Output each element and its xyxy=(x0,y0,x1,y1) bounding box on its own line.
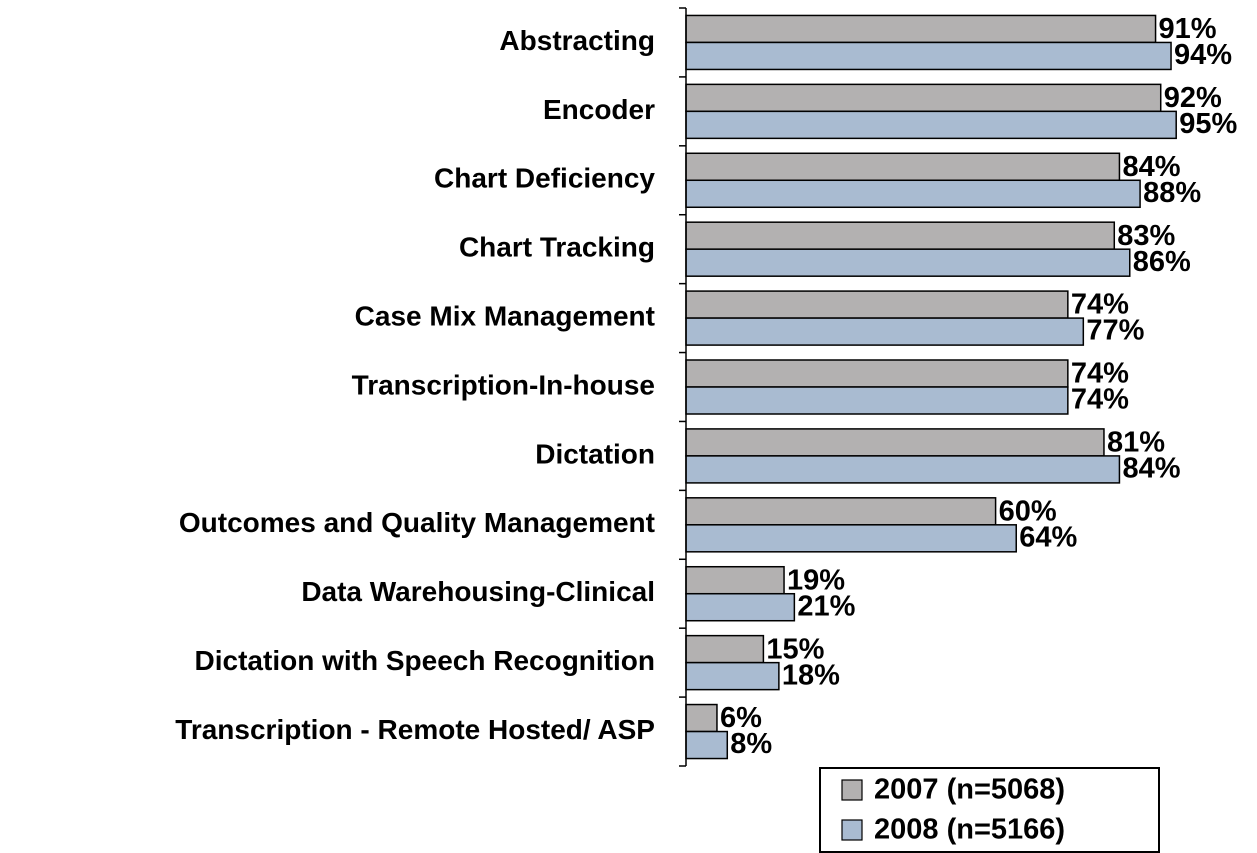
bar xyxy=(685,14,1157,44)
value-label: 21% xyxy=(797,590,855,622)
category-label: Outcomes and Quality Management xyxy=(179,507,655,538)
category-label: Dictation with Speech Recognition xyxy=(195,645,655,676)
category-label: Transcription - Remote Hosted/ ASP xyxy=(175,714,655,745)
bar xyxy=(685,41,1172,71)
bar xyxy=(685,592,796,622)
legend-box xyxy=(819,767,1160,853)
bar xyxy=(685,703,718,733)
value-label: 83% xyxy=(1117,220,1175,252)
category-label: Case Mix Management xyxy=(355,300,655,331)
value-label: 74% xyxy=(1071,289,1129,321)
value-label: 6% xyxy=(720,702,762,734)
value-label: 88% xyxy=(1143,177,1201,209)
bar xyxy=(685,110,1177,140)
bar xyxy=(685,565,785,595)
category-label: Encoder xyxy=(543,94,655,125)
value-label: 94% xyxy=(1174,39,1232,71)
bar xyxy=(685,179,1141,209)
value-label: 92% xyxy=(1164,82,1222,114)
bar xyxy=(685,221,1116,250)
value-label: 64% xyxy=(1019,521,1077,553)
value-label: 81% xyxy=(1107,427,1165,459)
bar xyxy=(685,83,1162,113)
bar xyxy=(685,730,729,760)
value-label: 91% xyxy=(1159,13,1217,45)
value-label: 60% xyxy=(999,495,1057,527)
bar xyxy=(685,634,765,664)
value-label: 77% xyxy=(1086,315,1144,347)
value-label: 84% xyxy=(1122,151,1180,183)
bar xyxy=(685,290,1069,319)
bar xyxy=(685,661,780,691)
category-label: Abstracting xyxy=(499,25,655,56)
bar xyxy=(685,317,1085,346)
value-label: 86% xyxy=(1133,246,1191,278)
bar xyxy=(685,152,1121,182)
value-label: 8% xyxy=(730,728,772,760)
bar xyxy=(685,524,1017,553)
category-label: Chart Deficiency xyxy=(434,163,655,194)
legend-swatch xyxy=(841,779,863,801)
value-label: 95% xyxy=(1179,108,1237,140)
category-label: Data Warehousing-Clinical xyxy=(301,576,655,607)
value-label: 19% xyxy=(787,564,845,596)
category-label: Transcription-In-house xyxy=(352,369,655,400)
bar xyxy=(685,455,1121,484)
value-label: 84% xyxy=(1122,453,1180,485)
legend-label: 2008 (n=5166) xyxy=(874,814,1065,846)
bar xyxy=(685,428,1105,457)
bar xyxy=(685,248,1131,277)
legend-label: 2007 (n=5068) xyxy=(874,774,1065,806)
value-label: 74% xyxy=(1071,384,1129,416)
value-label: 18% xyxy=(782,659,840,691)
category-label: Chart Tracking xyxy=(459,232,655,263)
value-label: 15% xyxy=(766,633,824,665)
bar xyxy=(685,359,1069,388)
category-label: Dictation xyxy=(535,438,655,469)
legend-swatch xyxy=(841,819,863,841)
bar xyxy=(685,386,1069,415)
value-label: 74% xyxy=(1071,358,1129,390)
bar xyxy=(685,497,997,526)
